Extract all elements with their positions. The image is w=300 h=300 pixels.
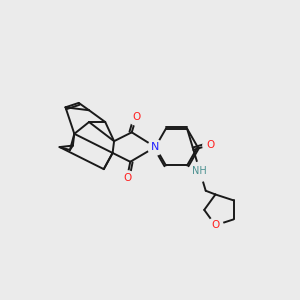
Text: NH: NH xyxy=(192,166,207,176)
Text: O: O xyxy=(206,140,214,150)
Text: N: N xyxy=(151,142,160,152)
Text: O: O xyxy=(132,112,140,122)
Text: O: O xyxy=(123,173,131,183)
Text: O: O xyxy=(211,220,220,230)
